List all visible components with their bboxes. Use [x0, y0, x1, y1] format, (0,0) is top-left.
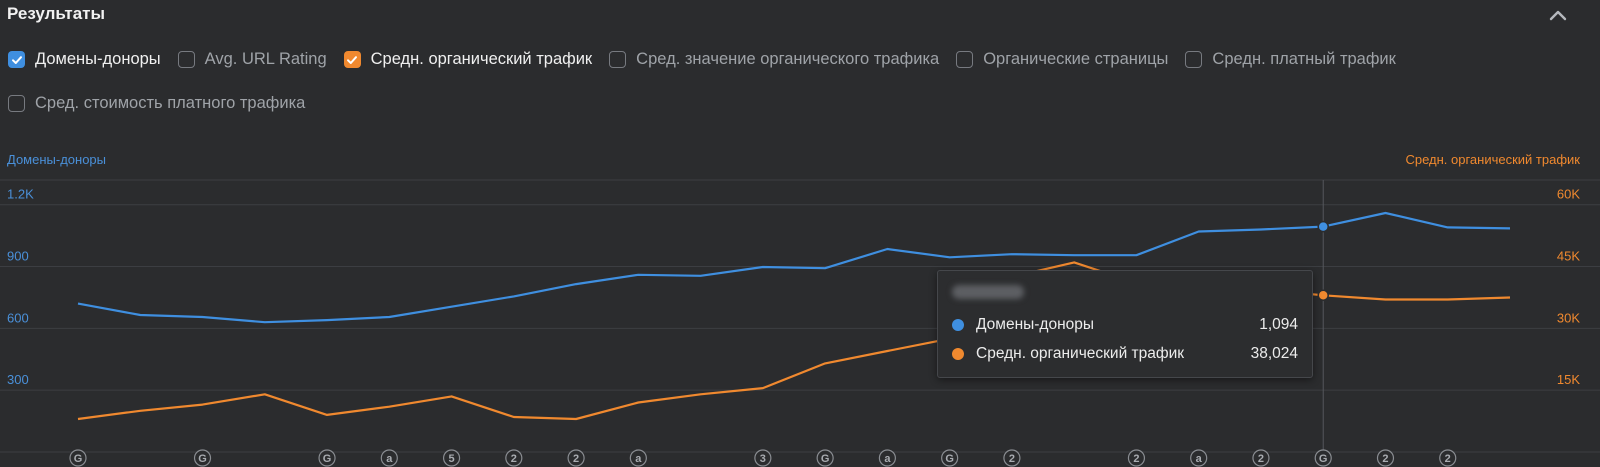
annotation-marker-label: G: [323, 453, 332, 465]
legend-item-organic-pages[interactable]: Органические страницы: [956, 50, 1168, 69]
tooltip-series-name: Средн. органический трафик: [976, 345, 1185, 362]
annotation-marker-icon: [1252, 449, 1270, 467]
right-tick-label: 60K: [1557, 187, 1580, 202]
collapse-chevron-icon[interactable]: [1546, 4, 1570, 28]
annotation-marker-label: a: [386, 453, 393, 465]
annotation-marker-label: G: [198, 453, 207, 465]
left-axis-title: Домены-доноры: [7, 152, 106, 167]
annotation-marker-icon: [193, 449, 212, 467]
annotation-marker-label: a: [635, 453, 642, 465]
annotation-marker-label: G: [821, 453, 830, 465]
tooltip-row-organic-traffic: Средн. органический трафик 38,024: [952, 344, 1298, 364]
panel-title: Результаты: [7, 4, 106, 23]
annotation-marker-label: a: [884, 453, 891, 465]
annotation-marker-label: 2: [1445, 453, 1451, 465]
left-tick-label: 600: [7, 310, 29, 325]
annotation-marker-icon: [380, 449, 398, 467]
left-tick-label: 1.2K: [7, 187, 34, 202]
series-dot-icon: [952, 348, 964, 360]
legend-item-avg-paid-traffic[interactable]: Средн. платный трафик: [1185, 50, 1396, 69]
series-point-1: [1317, 289, 1329, 302]
annotation-marker-label: 2: [573, 453, 579, 465]
annotation-marker-label: G: [945, 453, 954, 465]
right-tick-label: 30K: [1557, 310, 1580, 325]
annotation-marker-icon: [1314, 449, 1332, 467]
checkbox-icon[interactable]: [8, 95, 25, 112]
annotation-marker-label: 2: [1133, 453, 1139, 465]
right-axis-title: Средн. органический трафик: [1405, 152, 1580, 167]
annotation-marker-icon: [505, 449, 523, 467]
legend-label: Сред. значение органического трафика: [636, 50, 940, 68]
annotation-marker-icon: [567, 449, 585, 467]
annotation-marker-label: 2: [1009, 453, 1015, 465]
tooltip-series-name: Домены-доноры: [976, 316, 1095, 333]
series-line-0: [77, 211, 1511, 324]
annotation-marker-icon: [318, 449, 336, 467]
annotation-marker-icon: [1190, 449, 1208, 467]
annotation-marker-label: a: [1196, 453, 1203, 465]
annotation-marker-icon: [941, 449, 959, 467]
legend-label: Домены-доноры: [35, 50, 161, 68]
chart-tooltip: Домены-доноры 1,094 Средн. органический …: [937, 270, 1313, 378]
annotation-marker-icon: [1376, 449, 1395, 467]
annotation-marker-label: G: [1319, 453, 1328, 465]
annotation-marker-icon: [1003, 449, 1021, 467]
tooltip-series-value: 1,094: [1259, 316, 1298, 333]
legend-label: Органические страницы: [983, 50, 1169, 68]
annotation-marker-icon: [629, 449, 647, 467]
legend-item-avg-organic-value[interactable]: Сред. значение органического трафика: [609, 50, 939, 69]
checkbox-icon[interactable]: [956, 51, 974, 68]
annotation-marker-icon: [754, 449, 772, 467]
legend-row-1: Домены-доноры Avg. URL Rating Средн. орг…: [8, 50, 1413, 69]
legend-row-2: Сред. стоимость платного трафика: [8, 94, 322, 113]
legend-item-referring-domains[interactable]: Домены-доноры: [8, 50, 161, 69]
annotation-marker-icon: [816, 449, 834, 467]
annotation-marker-icon: [69, 449, 87, 467]
legend-item-avg-organic-traffic[interactable]: Средн. органический трафик: [343, 50, 593, 69]
annotation-marker-label: 3: [760, 453, 766, 465]
checkbox-icon[interactable]: [177, 51, 195, 68]
annotation-marker-label: 2: [1382, 453, 1388, 465]
checkbox-checked-icon[interactable]: [8, 51, 25, 68]
legend-item-avg-url-rating[interactable]: Avg. URL Rating: [177, 50, 327, 69]
annotation-marker-icon: [1439, 449, 1457, 467]
legend-label: Сред. стоимость платного трафика: [35, 94, 306, 112]
left-tick-label: 900: [7, 249, 29, 264]
checkbox-icon[interactable]: [609, 51, 627, 68]
tooltip-row-referring-domains: Домены-доноры 1,094: [952, 315, 1298, 335]
legend-item-avg-paid-cost[interactable]: Сред. стоимость платного трафика: [8, 94, 305, 113]
annotation-marker-icon: [878, 449, 896, 467]
annotation-marker-label: 5: [449, 453, 455, 465]
annotation-marker-label: G: [74, 453, 83, 465]
legend-label: Avg. URL Rating: [204, 50, 327, 68]
tooltip-date-blurred: [952, 285, 1024, 299]
legend-label: Средн. платный трафик: [1212, 50, 1396, 68]
series-dot-icon: [952, 319, 964, 331]
left-tick-label: 300: [7, 372, 29, 387]
checkbox-checked-icon[interactable]: [343, 51, 361, 68]
checkbox-icon[interactable]: [1185, 51, 1203, 68]
legend-label: Средн. органический трафик: [370, 50, 593, 68]
right-tick-label: 15K: [1557, 372, 1580, 387]
tooltip-series-value: 38,024: [1250, 345, 1298, 362]
annotation-marker-icon: [442, 449, 461, 467]
right-tick-label: 45K: [1557, 249, 1580, 264]
annotation-marker-label: 2: [1258, 453, 1264, 465]
annotation-marker-label: 2: [511, 453, 517, 465]
series-point-0: [1317, 220, 1329, 233]
results-header: Результаты: [0, 0, 1600, 34]
annotation-marker-icon: [1127, 449, 1146, 467]
